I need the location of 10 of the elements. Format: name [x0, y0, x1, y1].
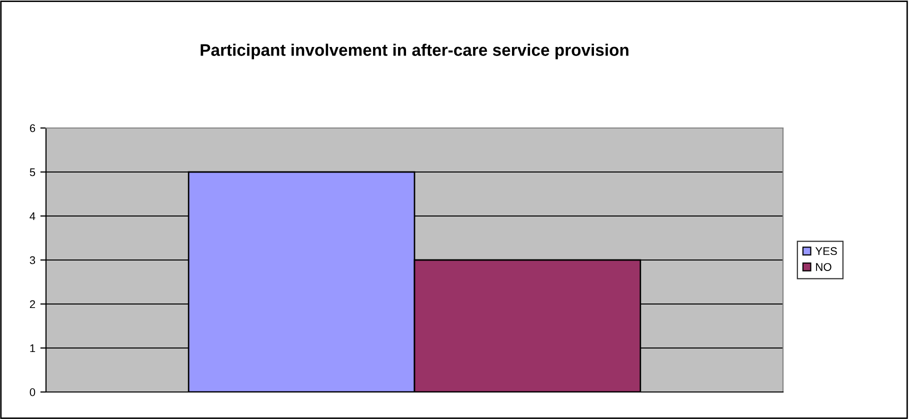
- y-tick-label: 2: [30, 300, 36, 308]
- legend-label: NO: [816, 263, 832, 271]
- y-tick-label: 6: [30, 124, 36, 132]
- y-tick-label: 3: [30, 256, 36, 264]
- legend-label: YES: [815, 247, 837, 256]
- chart-title: Participant involvement in after-care service provision: [200, 44, 628, 60]
- y-tick-label: 0: [30, 388, 36, 396]
- y-tick-label: 4: [30, 212, 36, 220]
- y-tick-label: 5: [30, 168, 36, 176]
- y-tick-label: 1: [30, 344, 36, 352]
